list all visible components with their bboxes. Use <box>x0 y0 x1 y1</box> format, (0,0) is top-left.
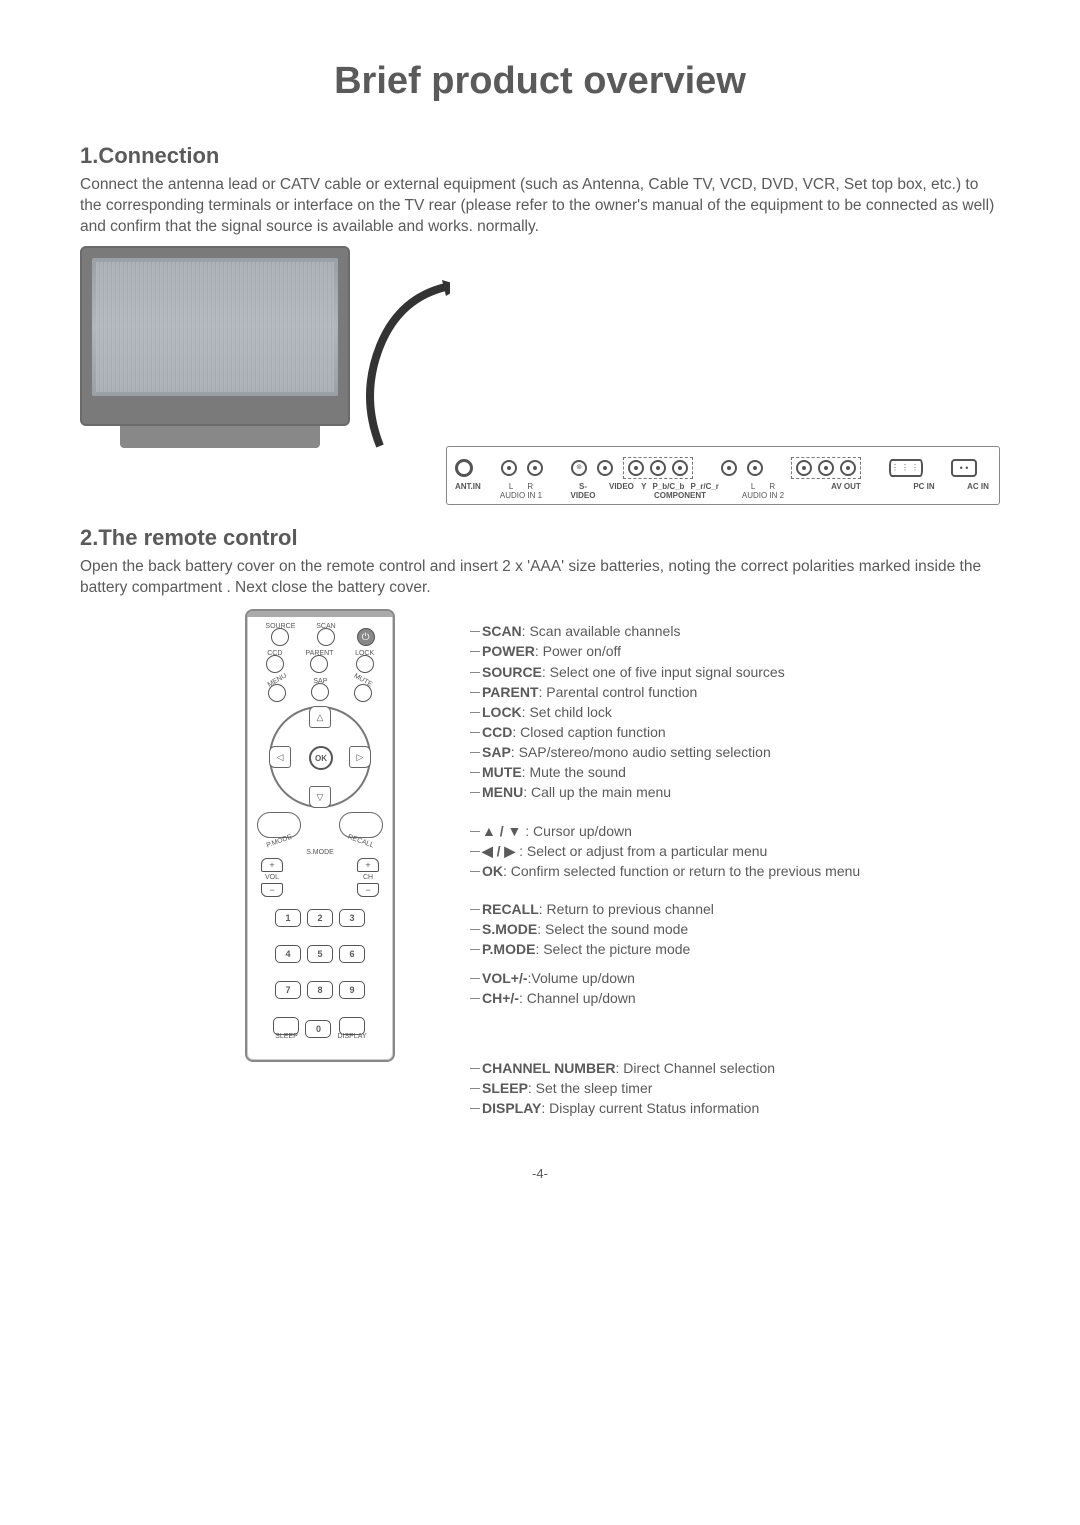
btn-up: △ <box>309 706 331 728</box>
btn-0: 0 <box>305 1020 331 1038</box>
btn-recall <box>339 812 383 838</box>
desc-line: CH+/-: Channel up/down <box>470 988 1000 1008</box>
btn-sap <box>311 683 329 701</box>
btn-power: ⏻ <box>357 628 375 646</box>
port-video <box>597 460 613 476</box>
desc-line: ▲ / ▼ : Cursor up/down <box>470 821 1000 841</box>
desc-line: LOCK: Set child lock <box>470 702 1000 722</box>
btn-ch-down: − <box>357 883 379 897</box>
btn-5: 5 <box>307 945 333 963</box>
btn-9: 9 <box>339 981 365 999</box>
page-number: -4- <box>80 1166 1000 1181</box>
port-audio1-r <box>527 460 543 476</box>
btn-right: ▷ <box>349 746 371 768</box>
remote-illustration: SOURCE SCAN ⏻ CCD PARENT LOCK MENU SAP M… <box>245 609 395 1062</box>
tv-connection-diagram: ⊚ ANT.IN L R AU <box>80 246 1000 506</box>
btn-label-smode: S.MODE <box>255 849 385 856</box>
vol-rocker: + VOL − <box>261 858 283 897</box>
desc-line: SCAN: Scan available channels <box>470 621 1000 641</box>
btn-label-display: DISPLAY <box>337 1033 366 1040</box>
btn-source <box>271 628 289 646</box>
label-audio2: AUDIO IN 2 <box>742 492 784 501</box>
port-acin <box>951 459 977 477</box>
port-antenna <box>455 459 473 477</box>
btn-pmode <box>257 812 301 838</box>
desc-line: PARENT: Parental control function <box>470 682 1000 702</box>
port-audio2-l <box>721 460 737 476</box>
desc-line: P.MODE: Select the picture mode <box>470 939 1000 959</box>
btn-vol-up: + <box>261 858 283 872</box>
btn-ok: OK <box>309 746 333 770</box>
btn-lock <box>356 655 374 673</box>
desc-line: DISPLAY: Display current Status informat… <box>470 1098 1000 1118</box>
port-audio1-l <box>501 460 517 476</box>
desc-line: ◀ / ▶ : Select or adjust from a particul… <box>470 841 1000 861</box>
pointer-arrow <box>370 246 436 466</box>
btn-2: 2 <box>307 909 333 927</box>
btn-8: 8 <box>307 981 333 999</box>
btn-3: 3 <box>339 909 365 927</box>
desc-line: SLEEP: Set the sleep timer <box>470 1078 1000 1098</box>
label-avout: AV OUT <box>809 483 883 501</box>
label-pcin: PC IN <box>907 483 941 501</box>
btn-down: ▽ <box>309 786 331 808</box>
btn-left: ◁ <box>269 746 291 768</box>
remote-descriptions: SCAN: Scan available channelsPOWER: Powe… <box>470 609 1000 1136</box>
label-acin: AC IN <box>965 483 991 501</box>
port-component-group <box>623 457 693 479</box>
btn-scan <box>317 628 335 646</box>
page-title: Brief product overview <box>80 60 1000 103</box>
rear-panel-diagram: ⊚ ANT.IN L R AU <box>446 446 1000 506</box>
btn-parent <box>310 655 328 673</box>
port-audio2-r <box>747 460 763 476</box>
desc-line: VOL+/-:Volume up/down <box>470 968 1000 988</box>
desc-line: POWER: Power on/off <box>470 641 1000 661</box>
desc-line: SAP: SAP/stereo/mono audio setting selec… <box>470 742 1000 762</box>
btn-1: 1 <box>275 909 301 927</box>
desc-line: CHANNEL NUMBER: Direct Channel selection <box>470 1058 1000 1078</box>
desc-line: OK: Confirm selected function or return … <box>470 861 1000 881</box>
label-svideo: S-VIDEO <box>567 483 599 501</box>
desc-line: CCD: Closed caption function <box>470 722 1000 742</box>
label-ant: ANT.IN <box>455 483 475 501</box>
section2-body: Open the back battery cover on the remot… <box>80 557 1000 599</box>
port-avout-group <box>791 457 861 479</box>
label-vol: VOL <box>265 874 279 881</box>
btn-6: 6 <box>339 945 365 963</box>
label-y: Y <box>641 483 646 492</box>
desc-line: RECALL: Return to previous channel <box>470 899 1000 919</box>
btn-ch-up: + <box>357 858 379 872</box>
port-vga <box>889 459 923 477</box>
desc-line: MENU: Call up the main menu <box>470 782 1000 802</box>
desc-line: SOURCE: Select one of five input signal … <box>470 662 1000 682</box>
desc-line: MUTE: Mute the sound <box>470 762 1000 782</box>
desc-line: S.MODE: Select the sound mode <box>470 919 1000 939</box>
label-audio1: AUDIO IN 1 <box>500 492 542 501</box>
ch-rocker: + CH − <box>357 858 379 897</box>
section2-heading: 2.The remote control <box>80 525 1000 551</box>
btn-ccd <box>266 655 284 673</box>
label-component: COMPONENT <box>654 492 706 501</box>
section1-body: Connect the antenna lead or CATV cable o… <box>80 175 1000 238</box>
btn-4: 4 <box>275 945 301 963</box>
section1-heading: 1.Connection <box>80 143 1000 169</box>
btn-label-sleep: SLEEP <box>275 1033 298 1040</box>
btn-vol-down: − <box>261 883 283 897</box>
port-svideo: ⊚ <box>571 460 587 476</box>
label-ch: CH <box>363 874 373 881</box>
label-video: VIDEO <box>609 483 633 501</box>
btn-7: 7 <box>275 981 301 999</box>
dpad: △ ▽ ◁ ▷ OK <box>269 706 371 808</box>
tv-front-illustration <box>80 246 360 448</box>
